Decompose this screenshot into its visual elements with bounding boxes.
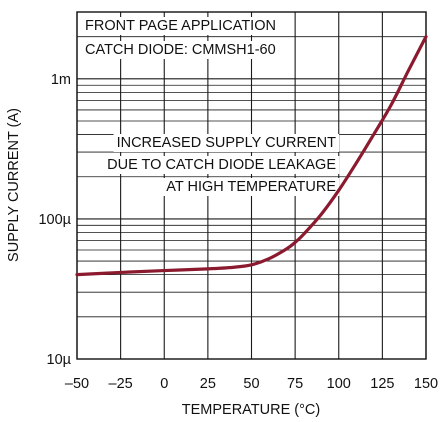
annotation-increased-current: INCREASED SUPPLY CURRENT: [117, 135, 337, 151]
annotation-leakage-bg: [104, 156, 340, 174]
x-tick-label: –25: [109, 376, 133, 392]
annotations: FRONT PAGE APPLICATION CATCH DIODE: CMMSH…: [82, 17, 340, 196]
x-tick-label: 25: [200, 376, 216, 392]
x-tick-label: –50: [65, 376, 89, 392]
x-tick-label: 100: [327, 376, 351, 392]
series-group: [75, 35, 428, 277]
x-tick-labels: –50 –25 0 25 50 75 100 125 150: [65, 376, 438, 392]
y-tick-label: 1m: [51, 72, 71, 88]
x-tick-label: 125: [370, 376, 394, 392]
annotation-leakage: DUE TO CATCH DIODE LEAKAGE: [107, 157, 336, 173]
plot-frame: [76, 11, 427, 360]
annotation-increased-current-bg: [113, 134, 340, 152]
x-tick-label: 0: [160, 376, 168, 392]
y-tick-label: 10µ: [47, 352, 72, 368]
x-tick-label: 75: [287, 376, 303, 392]
annotation-high-temp-bg: [163, 178, 340, 196]
y-tick-label: 100µ: [38, 212, 71, 228]
x-tick-label: 150: [414, 376, 438, 392]
y-axis-title: SUPPLY CURRENT (A): [6, 108, 22, 262]
annotation-catch-diode: CATCH DIODE: CMMSH1-60: [85, 42, 276, 58]
annotation-catch-diode-bg: [82, 41, 279, 59]
x-tick-label: 50: [243, 376, 259, 392]
y-tick-labels: 10µ 100µ 1m: [38, 72, 71, 368]
annotation-front-page-bg: [82, 17, 279, 35]
annotation-high-temp: AT HIGH TEMPERATURE: [166, 179, 336, 195]
series-line-supply-current: [75, 35, 428, 277]
grid: [76, 11, 427, 360]
x-axis-title: TEMPERATURE (°C): [182, 402, 320, 418]
annotation-front-page: FRONT PAGE APPLICATION: [85, 18, 276, 34]
